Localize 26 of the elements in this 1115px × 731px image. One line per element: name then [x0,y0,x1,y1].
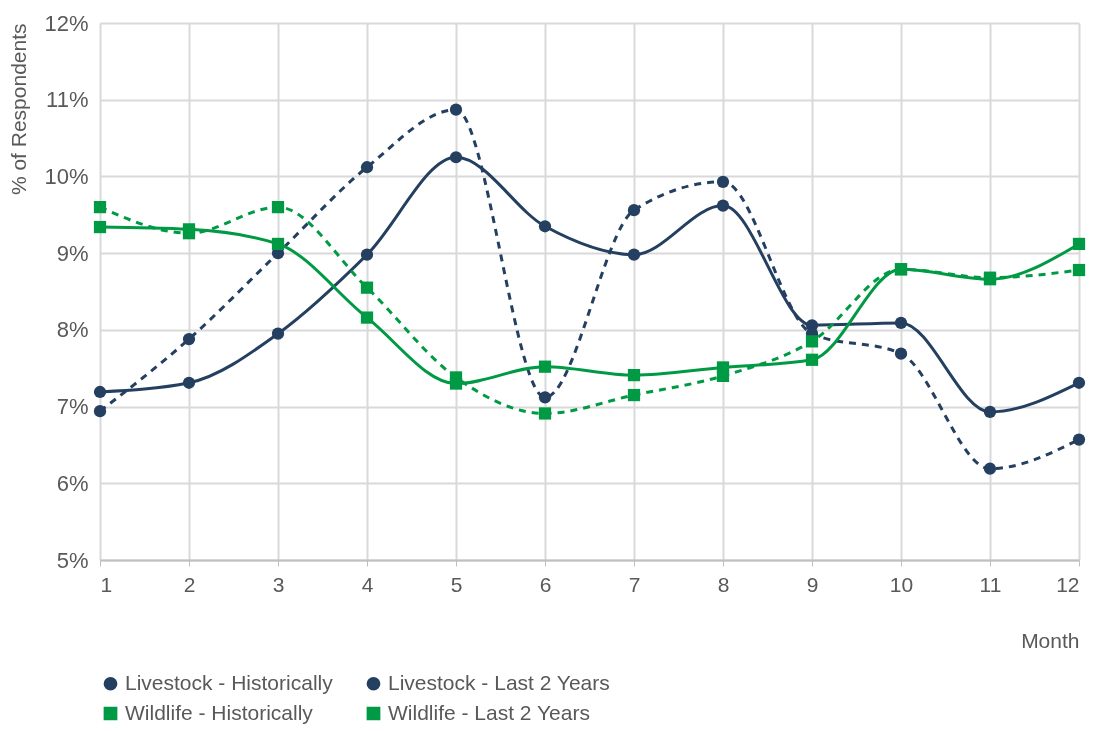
x-tick-label: 3 [272,572,285,596]
y-axis-title: % of Respondents [7,23,31,196]
x-tick-label: 10 [889,572,914,596]
y-tick-label: 12% [44,10,89,36]
x-tick-label: 12 [1056,572,1080,596]
x-tick-label: 8 [717,572,730,596]
x-tick-label: 11 [979,572,1002,596]
x-tick-label: 4 [361,572,374,596]
legend-label: Livestock - Historically [125,670,334,694]
x-tick-label: 5 [450,572,463,596]
y-tick-label: 9% [56,240,89,266]
x-axis-title: Month [1021,628,1080,652]
y-tick-label: 6% [56,470,89,496]
x-tick-label: 6 [539,572,552,596]
x-tick-label: 2 [183,572,196,596]
x-tick-label: 9 [806,572,819,596]
legend-label: Wildlife - Last 2 Years [388,700,590,724]
x-tick-label: 1 [100,572,113,596]
legend-label: Livestock - Last 2 Years [388,670,610,694]
x-tick-label: 7 [628,572,641,596]
y-tick-label: 10% [44,163,89,189]
y-tick-label: 8% [56,317,89,343]
y-tick-label: 5% [56,547,89,573]
y-tick-label: 11% [46,87,89,113]
y-tick-label: 7% [56,394,89,420]
legend-label: Wildlife - Historically [125,700,314,724]
